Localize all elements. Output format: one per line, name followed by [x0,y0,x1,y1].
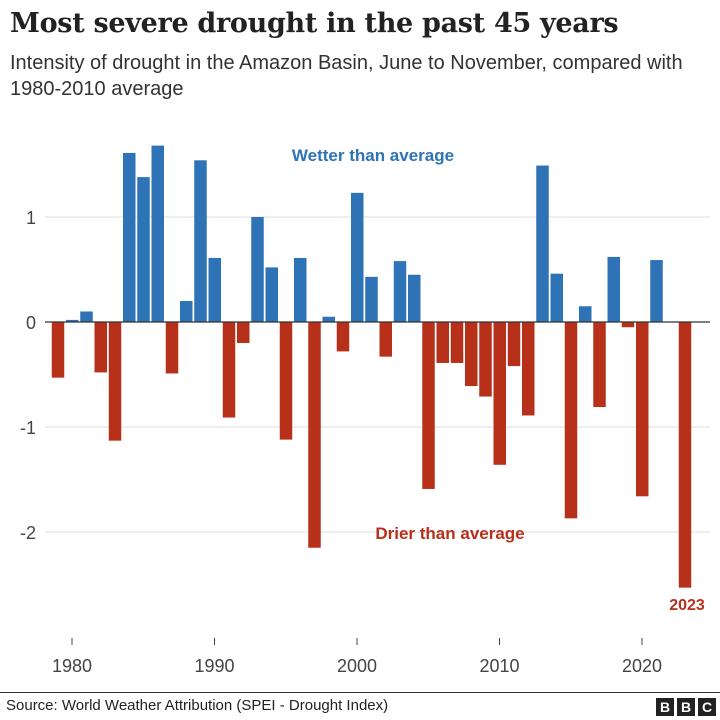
chart-subtitle: Intensity of drought in the Amazon Basin… [10,52,683,100]
bar-2012 [522,322,535,416]
bar-1984 [123,152,136,322]
bar-1994 [265,267,278,322]
bar-1998 [322,316,335,322]
bar-1992 [237,322,250,343]
bar-1981 [80,311,93,322]
bar-1986 [151,145,164,322]
y-tick-label: 1 [26,208,36,228]
source-note: Source: World Weather Attribution (SPEI … [6,697,389,714]
bar-1979 [51,322,65,378]
bar-1997 [308,322,321,548]
bar-2002 [379,322,392,357]
x-tick-label: 2000 [337,656,377,676]
drier-annotation: Drier than average [375,524,524,543]
bar-chart: -2 -1 0 1 1980 1990 2000 2010 2020 Wetter than av… [20,145,710,676]
bar-2011 [507,322,521,367]
logo-letter: B [656,698,674,716]
highlight-year-label: 2023 [669,597,705,614]
bar-1989 [194,160,207,322]
bbc-logo: B B C [656,698,716,716]
bar-2018 [607,256,620,322]
bar-2003 [393,261,407,322]
bar-1991 [222,322,236,418]
x-tick-label: 1980 [52,656,92,676]
bar-2009 [479,322,492,397]
bar-1987 [165,322,179,374]
bar-2023 [678,322,692,588]
bar-1980 [66,319,79,322]
bar-2007 [450,322,464,363]
wetter-annotation: Wetter than average [292,146,454,165]
bar-1988 [180,301,193,322]
bar-2021 [650,260,663,322]
bar-2004 [408,274,421,322]
x-tick-label: 1990 [194,656,234,676]
bar-2016 [579,306,592,322]
bar-2019 [621,322,635,328]
y-tick-label: 0 [26,313,36,333]
bar-2013 [536,165,549,322]
bar-1993 [251,217,264,322]
x-tick-label: 2020 [622,656,662,676]
y-tick-label: -2 [20,523,36,543]
bar-2006 [436,322,449,363]
bar-1996 [294,257,307,322]
bar-2015 [564,322,578,519]
bar-2001 [365,276,378,322]
bar-2017 [593,322,606,408]
y-tick-label: -1 [20,418,36,438]
bar-1985 [137,177,150,322]
logo-letter: C [698,698,716,716]
bar-1990 [208,257,221,322]
bar-2010 [493,322,506,465]
bar-2014 [550,273,563,322]
bar-1982 [94,322,107,373]
bar-2008 [465,322,478,387]
bar-1999 [336,322,350,352]
logo-letter: B [677,698,695,716]
bar-2020 [636,322,649,497]
bar-2000 [351,192,364,322]
x-tick-label: 2010 [479,656,519,676]
footer-divider [0,692,720,693]
bar-1983 [108,322,122,441]
bar-1995 [279,322,293,440]
chart-title: Most severe drought in the past 45 years [10,8,619,39]
bar-2005 [422,322,435,489]
